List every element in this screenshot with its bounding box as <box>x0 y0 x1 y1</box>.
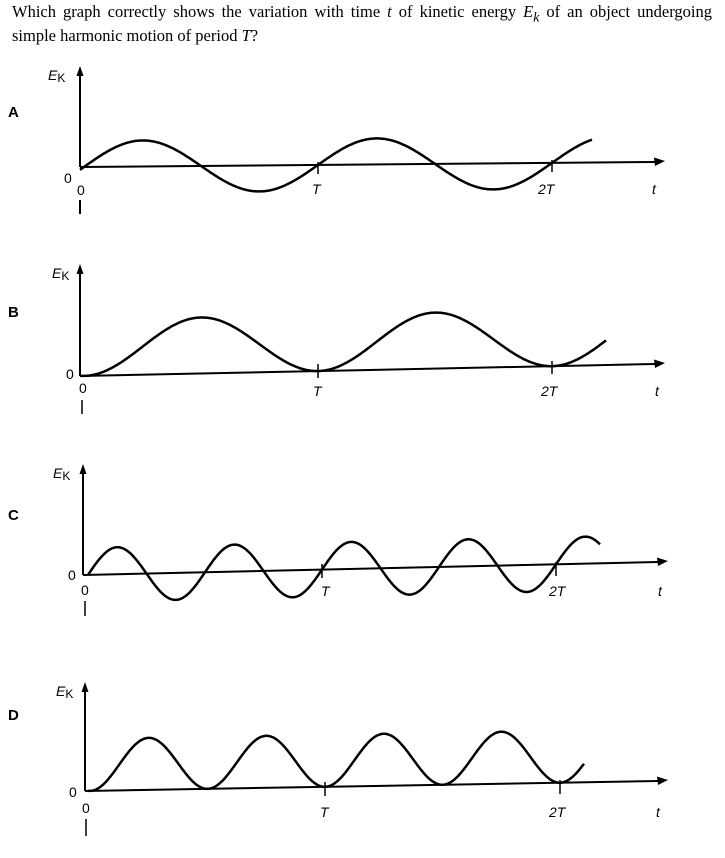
y-axis-label: EK <box>48 67 65 85</box>
x-axis-label: t <box>656 804 661 820</box>
kinetic-energy-curve <box>87 730 585 793</box>
kinetic-energy-curve <box>79 137 593 193</box>
origin-label: 0 <box>81 582 89 598</box>
option-d-letter[interactable]: D <box>8 707 19 724</box>
tick-T-label: T <box>321 583 331 599</box>
y-axis-arrow-icon <box>76 264 84 274</box>
tick-2T-label: 2T <box>540 383 559 399</box>
y-axis-arrow-icon <box>76 66 84 76</box>
origin-label: 0 <box>82 800 90 816</box>
y-axis-arrow-icon <box>79 464 87 474</box>
zero-label: 0 <box>68 567 76 583</box>
tick-T-label: T <box>320 804 330 820</box>
question-text: Which graph correctly shows the variatio… <box>12 2 712 46</box>
y-axis-arrow-icon <box>81 682 89 692</box>
zero-label: 0 <box>64 170 72 186</box>
kinetic-energy-curve <box>79 311 607 378</box>
option-a-graph[interactable]: EK 0 0 T 2T t <box>0 60 725 260</box>
y-axis-label: EK <box>56 683 73 701</box>
origin-label: 0 <box>77 182 85 198</box>
tick-2T-label: 2T <box>537 181 556 197</box>
tick-2T-label: 2T <box>548 804 567 820</box>
tick-T-label: T <box>312 181 322 197</box>
option-a-letter[interactable]: A <box>8 104 19 121</box>
option-b-letter[interactable]: B <box>8 304 19 321</box>
x-axis-arrow-icon <box>654 359 665 368</box>
kinetic-energy-curve <box>86 535 601 602</box>
option-c-graph[interactable]: EK 0 0 T 2T t <box>0 458 725 658</box>
x-axis-label: t <box>652 181 657 197</box>
y-axis-label: EK <box>52 265 69 283</box>
zero-label: 0 <box>66 366 74 382</box>
option-b-graph[interactable]: EK 0 0 T 2T t <box>0 258 725 458</box>
option-c-letter[interactable]: C <box>8 507 19 524</box>
x-axis-line <box>84 780 659 792</box>
tick-T-label: T <box>313 383 323 399</box>
origin-label: 0 <box>79 380 87 396</box>
x-axis-arrow-icon <box>657 776 668 785</box>
x-axis-line <box>79 161 656 168</box>
option-d-graph[interactable]: EK 0 0 T 2T t <box>0 658 725 858</box>
x-axis-label: t <box>655 383 660 399</box>
zero-label: 0 <box>69 784 77 800</box>
x-axis-arrow-icon <box>657 557 668 566</box>
x-axis-label: t <box>658 583 663 599</box>
x-axis-line <box>82 561 659 576</box>
x-axis-arrow-icon <box>654 157 665 166</box>
y-axis-label: EK <box>53 465 70 483</box>
tick-2T-label: 2T <box>548 583 567 599</box>
x-axis-line <box>79 363 656 377</box>
